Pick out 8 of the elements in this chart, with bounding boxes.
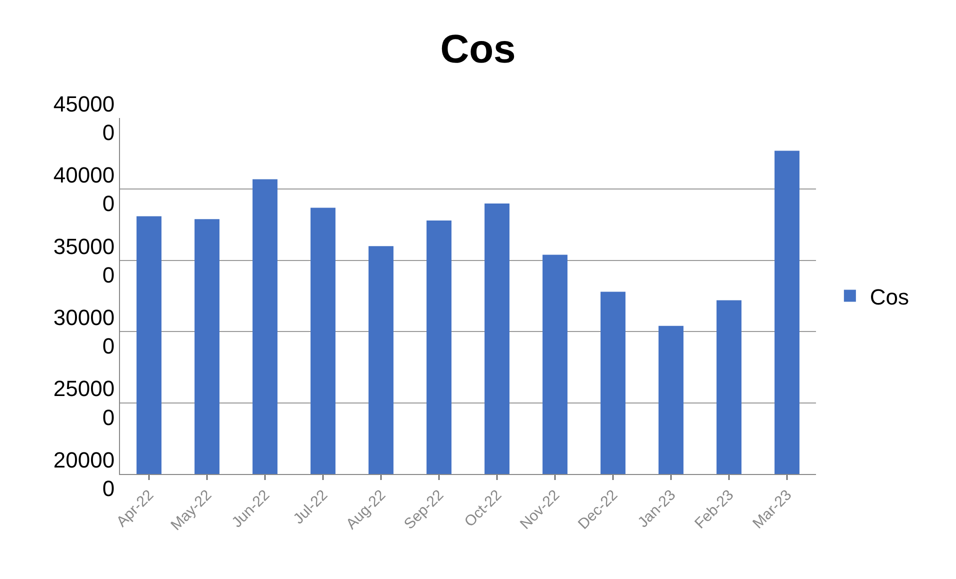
y-tick-label: 30000 0 (53, 305, 115, 359)
legend-label: Cos (870, 284, 910, 310)
chart-title: Cos (440, 28, 516, 72)
y-tick-label: 35000 0 (53, 234, 115, 288)
y-tick-label: 40000 0 (53, 162, 115, 216)
y-tick-label: 45000 0 (53, 91, 115, 145)
y-tick-label: 20000 0 (53, 447, 115, 501)
y-tick-label: 25000 0 (53, 376, 115, 430)
